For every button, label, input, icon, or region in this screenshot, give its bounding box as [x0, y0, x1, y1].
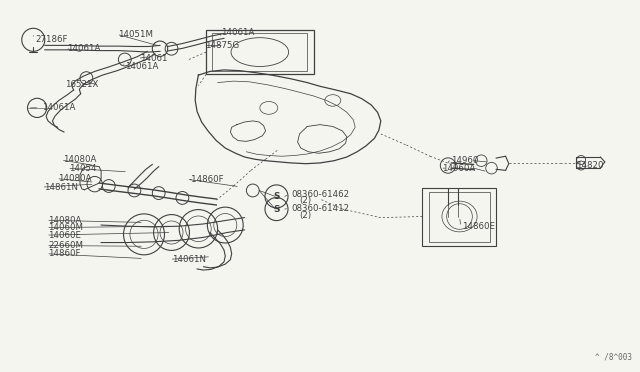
- Text: S: S: [273, 205, 280, 214]
- Bar: [206, 30, 314, 74]
- Text: 14060M: 14060M: [48, 223, 83, 232]
- Text: 14054: 14054: [69, 164, 97, 173]
- Bar: [212, 33, 307, 71]
- Text: -14860F: -14860F: [189, 175, 225, 184]
- Text: (2): (2): [300, 211, 312, 219]
- Text: 14080A: 14080A: [63, 155, 96, 164]
- Bar: [429, 192, 490, 242]
- Text: S: S: [273, 192, 280, 201]
- Text: 14060E: 14060E: [48, 231, 81, 240]
- Text: 08360-61412: 08360-61412: [291, 204, 349, 213]
- Text: ^ /8^003: ^ /8^003: [595, 353, 632, 362]
- Text: 14960: 14960: [451, 156, 479, 165]
- Bar: [422, 188, 496, 246]
- Text: 14061A: 14061A: [67, 44, 100, 53]
- Text: 14080A: 14080A: [58, 174, 91, 183]
- Text: 16521X: 16521X: [65, 80, 99, 89]
- Text: 14960A: 14960A: [442, 164, 475, 173]
- Text: 14875G: 14875G: [205, 41, 239, 50]
- Text: 14061: 14061: [140, 54, 167, 63]
- Text: 14861N: 14861N: [44, 183, 77, 192]
- Text: 14820: 14820: [576, 161, 604, 170]
- Text: 14061A: 14061A: [42, 103, 75, 112]
- Text: 14061A: 14061A: [125, 62, 158, 71]
- Text: (2): (2): [300, 196, 312, 205]
- Text: 14860E: 14860E: [462, 222, 495, 231]
- Text: 27186F: 27186F: [35, 35, 68, 44]
- Text: 14061N: 14061N: [172, 255, 205, 264]
- Text: 22660M: 22660M: [48, 241, 83, 250]
- Text: 08360-61462: 08360-61462: [291, 190, 349, 199]
- Text: 14051M: 14051M: [118, 30, 154, 39]
- Text: 14061A: 14061A: [221, 28, 254, 37]
- Text: 14860F: 14860F: [48, 249, 81, 258]
- Text: 14080A: 14080A: [48, 216, 81, 225]
